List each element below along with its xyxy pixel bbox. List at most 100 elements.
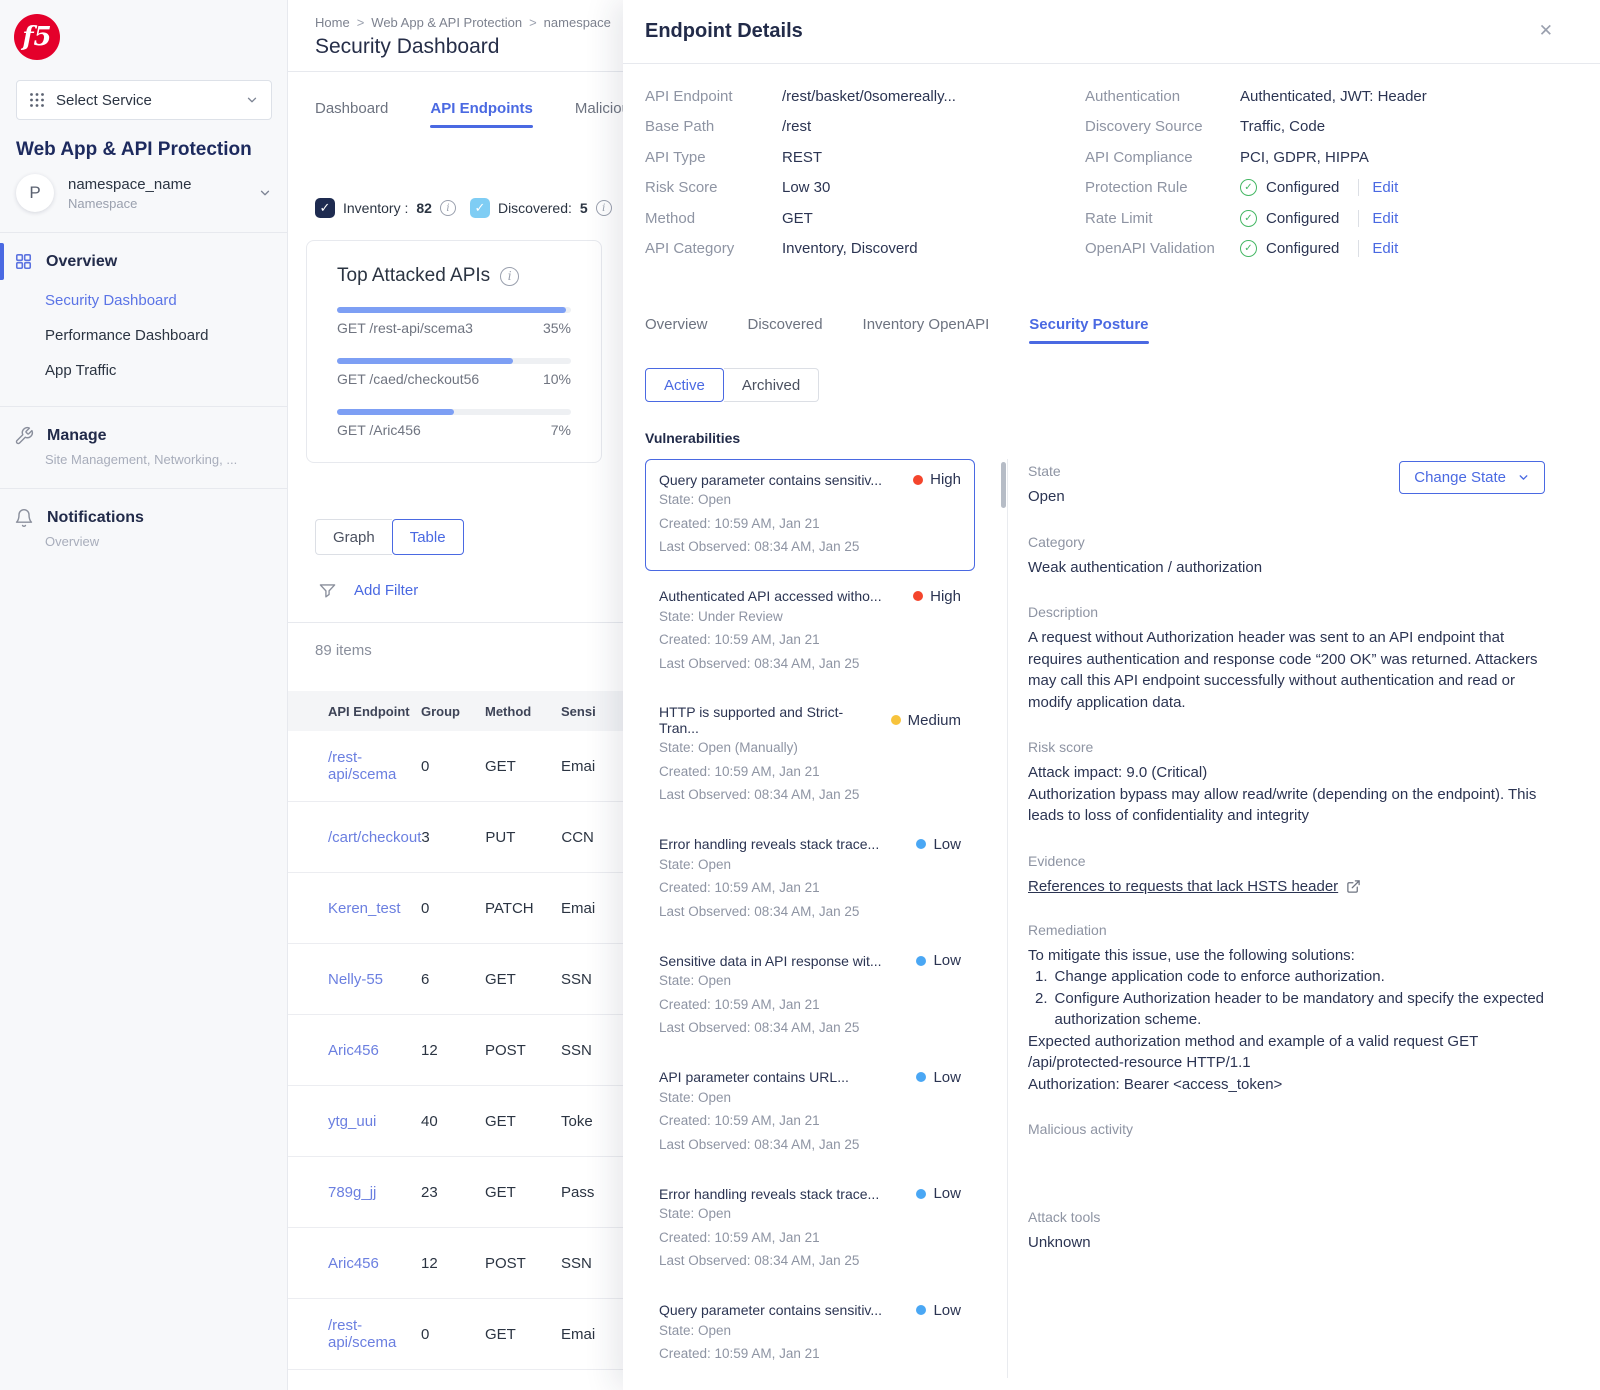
configured-status: Configured bbox=[1266, 179, 1340, 197]
evidence-label: Evidence bbox=[1028, 852, 1086, 869]
vulnerability-title: Query parameter contains sensitiv... bbox=[659, 471, 883, 488]
risk-attack-impact: Attack impact: 9.0 (Critical) bbox=[1028, 764, 1208, 781]
main-tab[interactable]: Maliciou bbox=[574, 100, 630, 117]
drawer-tab[interactable]: Security Posture bbox=[1029, 316, 1149, 344]
description-text: A request without Authorization header w… bbox=[1028, 629, 1538, 711]
endpoint-link[interactable]: Aric456 bbox=[328, 1254, 379, 1272]
sidebar-item-overview[interactable]: Overview bbox=[0, 240, 287, 283]
vulnerability-card[interactable]: Query parameter contains sensitiv... Hig… bbox=[645, 459, 975, 571]
bar-track bbox=[337, 409, 571, 415]
sidebar-item-manage[interactable]: Manage bbox=[0, 414, 287, 458]
vulnerability-title: Error handling reveals stack trace... bbox=[659, 836, 880, 852]
vulnerability-created: Created: 10:59 AM, Jan 21 bbox=[659, 632, 820, 647]
vulnerability-last-observed: Last Observed: 08:34 AM, Jan 25 bbox=[659, 539, 860, 554]
sidebar-item[interactable]: App Traffic bbox=[45, 362, 117, 379]
vulnerability-list: Query parameter contains sensitiv... Hig… bbox=[645, 459, 975, 1378]
vulnerability-last-observed: Last Observed: 08:34 AM, Jan 25 bbox=[659, 1020, 860, 1035]
table-row[interactable]: ytg_uui 40 GET Toke bbox=[288, 1086, 1000, 1157]
endpoint-link[interactable]: /rest-api/scema bbox=[328, 749, 397, 783]
close-icon[interactable]: ✕ bbox=[1538, 21, 1553, 40]
column-header-sensitive[interactable]: Sensi bbox=[561, 703, 596, 719]
severity-dot bbox=[890, 715, 901, 725]
check-circle-icon: ✓ bbox=[1240, 240, 1257, 258]
column-header-group[interactable]: Group bbox=[421, 703, 460, 719]
table-toggle-button[interactable]: Table bbox=[391, 519, 464, 555]
check-circle-icon: ✓ bbox=[1240, 209, 1257, 227]
severity-dot bbox=[916, 955, 927, 966]
vulnerability-card[interactable]: Error handling reveals stack trace... Lo… bbox=[645, 1173, 975, 1285]
chevron-down-icon bbox=[1519, 475, 1528, 480]
endpoint-link[interactable]: /cart/checkout bbox=[328, 828, 422, 846]
main-tab[interactable]: API Endpoints bbox=[430, 100, 533, 128]
attacked-api-percent: 7% bbox=[550, 422, 571, 438]
main-tab[interactable]: Dashboard bbox=[315, 100, 389, 117]
detail-row-configured: Protection Rule ✓ Configured Edit bbox=[1085, 173, 1545, 204]
column-header-api-endpoint[interactable]: API Endpoint bbox=[328, 703, 410, 719]
info-icon[interactable]: i bbox=[595, 200, 612, 216]
endpoint-link[interactable]: 789g_jj bbox=[328, 1183, 377, 1201]
endpoint-link[interactable]: Nelly-55 bbox=[328, 970, 384, 988]
detail-value: Low 30 bbox=[782, 179, 831, 197]
page-title: Security Dashboard bbox=[315, 35, 500, 58]
sidebar-item-notifications[interactable]: Notifications bbox=[0, 496, 287, 540]
drawer-tab[interactable]: Overview bbox=[645, 316, 708, 333]
sensitive-data-cell: Emai bbox=[561, 899, 596, 917]
endpoint-link[interactable]: Keren_test bbox=[328, 899, 401, 917]
card-title: Top Attacked APIs bbox=[337, 265, 491, 286]
endpoint-link[interactable]: Aric456 bbox=[328, 1041, 379, 1059]
namespace-selector[interactable]: P namespace_name Namespace bbox=[16, 174, 272, 212]
drawer-tab[interactable]: Discovered bbox=[747, 316, 823, 333]
vulnerability-card[interactable]: Sensitive data in API response wit... Lo… bbox=[645, 940, 975, 1052]
sidebar-item[interactable]: Performance Dashboard bbox=[45, 327, 209, 344]
column-header-method[interactable]: Method bbox=[485, 703, 532, 719]
breadcrumb-item[interactable]: namespace bbox=[543, 15, 611, 30]
detail-value: Inventory, Discoverd bbox=[782, 240, 918, 258]
graph-toggle-button[interactable]: Graph bbox=[315, 519, 392, 555]
info-icon[interactable]: i bbox=[500, 266, 520, 286]
vulnerability-state: State: Open bbox=[659, 1206, 732, 1221]
apps-grid-icon bbox=[29, 92, 45, 108]
severity-dot bbox=[916, 1305, 927, 1315]
attacked-api-percent: 35% bbox=[542, 320, 571, 336]
edit-link[interactable]: Edit bbox=[1358, 179, 1398, 197]
group-cell: 0 bbox=[421, 757, 430, 775]
evidence-link[interactable]: References to requests that lack HSTS he… bbox=[1028, 878, 1361, 895]
chevron-down-icon bbox=[245, 93, 259, 107]
breadcrumb-item[interactable]: Home bbox=[315, 15, 350, 30]
remediation-step: 2. Configure Authorization header to be … bbox=[1028, 988, 1545, 1031]
archived-toggle-button[interactable]: Archived bbox=[723, 368, 820, 402]
check-circle-icon: ✓ bbox=[1240, 179, 1257, 197]
edit-link[interactable]: Edit bbox=[1358, 209, 1398, 227]
add-filter-button[interactable]: Add Filter bbox=[318, 581, 1000, 600]
scrollbar-thumb[interactable] bbox=[1001, 462, 1006, 508]
vulnerability-state: State: Open bbox=[659, 1322, 732, 1338]
vulnerability-card[interactable]: Error handling reveals stack trace... Lo… bbox=[645, 824, 975, 936]
checkbox[interactable]: ✓ bbox=[315, 198, 335, 218]
remediation-label: Remediation bbox=[1028, 921, 1107, 938]
chevron-down-icon bbox=[258, 186, 272, 200]
change-state-button[interactable]: Change State bbox=[1399, 461, 1545, 494]
severity-dot bbox=[916, 839, 927, 849]
breadcrumb-item[interactable]: Web App & API Protection bbox=[371, 15, 523, 30]
info-icon[interactable]: i bbox=[439, 200, 456, 216]
vulnerability-created: Created: 10:59 AM, Jan 21 bbox=[659, 1113, 820, 1128]
select-service-dropdown[interactable]: Select Service bbox=[16, 80, 272, 120]
vulnerability-card[interactable]: HTTP is supported and Strict-Tran... Med… bbox=[645, 692, 975, 819]
endpoint-summary: API Endpoint /rest/basket/0somereally...… bbox=[623, 64, 1600, 264]
edit-link[interactable]: Edit bbox=[1358, 240, 1398, 258]
active-toggle-button[interactable]: Active bbox=[645, 368, 724, 402]
checkbox[interactable]: ✓ bbox=[469, 198, 490, 218]
top-attacked-apis-card: Top Attacked APIs i GET /rest-api/scema3… bbox=[306, 240, 602, 463]
sidebar-divider bbox=[0, 232, 287, 233]
endpoint-link[interactable]: /rest-api/scema bbox=[328, 1317, 397, 1351]
vulnerability-card[interactable]: API parameter contains URL... Low State:… bbox=[645, 1057, 975, 1169]
vulnerability-detail-panel: Change State State Open Category Weak au… bbox=[1020, 459, 1545, 1378]
severity-dot bbox=[913, 474, 924, 485]
endpoint-link[interactable]: ytg_uui bbox=[328, 1112, 377, 1130]
vulnerability-card[interactable]: Query parameter contains sensitiv... Low… bbox=[645, 1290, 975, 1378]
vulnerability-card[interactable]: Authenticated API accessed witho... High… bbox=[645, 576, 975, 688]
detail-row: API Type REST bbox=[645, 142, 1085, 173]
drawer-tab[interactable]: Inventory OpenAPI bbox=[862, 316, 990, 333]
sidebar-item[interactable]: Security Dashboard bbox=[45, 292, 177, 309]
sidebar-section-overview: Overview Security Dashboard Performance … bbox=[0, 240, 287, 388]
